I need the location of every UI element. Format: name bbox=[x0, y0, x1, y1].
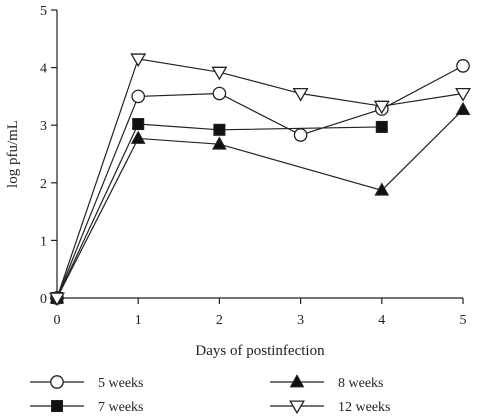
data-point bbox=[455, 87, 471, 102]
data-point bbox=[293, 128, 308, 142]
data-point bbox=[375, 120, 388, 133]
legend-marker bbox=[289, 400, 305, 415]
data-point bbox=[292, 87, 309, 102]
data-point bbox=[132, 118, 145, 131]
y-tick-label: 5 bbox=[40, 4, 47, 19]
x-axis-title: Days of postinfection bbox=[195, 343, 325, 359]
axes bbox=[56, 10, 463, 299]
series-5-weeks bbox=[50, 59, 470, 305]
y-tick-label: 0 bbox=[40, 292, 47, 307]
legend-item: 8 weeks bbox=[270, 374, 384, 391]
legend: 5 weeks 7 weeks 8 weeks 12 weeks bbox=[30, 374, 391, 415]
x-tick-label: 1 bbox=[135, 313, 142, 328]
series-line bbox=[56, 123, 382, 299]
legend-item: 7 weeks bbox=[30, 399, 144, 415]
x-tick-label: 5 bbox=[460, 313, 467, 328]
x-tick-label: 0 bbox=[54, 313, 61, 328]
data-point bbox=[212, 86, 227, 101]
series-group bbox=[49, 53, 471, 307]
legend-label: 8 weeks bbox=[338, 376, 384, 391]
legend-marker bbox=[289, 374, 305, 388]
y-tick-label: 2 bbox=[40, 177, 47, 192]
data-point bbox=[456, 59, 470, 73]
series-line bbox=[56, 65, 464, 299]
series-line bbox=[56, 109, 464, 299]
data-point bbox=[374, 182, 390, 196]
ticks: 0 1 2 3 4 5 0 1 2 3 4 5 bbox=[40, 4, 467, 328]
y-tick-label: 4 bbox=[40, 62, 47, 77]
legend-marker bbox=[50, 399, 64, 413]
data-point bbox=[130, 130, 146, 144]
legend-marker bbox=[50, 375, 64, 389]
legend-label: 12 weeks bbox=[338, 400, 391, 415]
y-tick-label: 1 bbox=[40, 234, 47, 249]
data-point bbox=[373, 100, 390, 115]
y-axis-title: log pfu/mL bbox=[5, 120, 21, 188]
x-tick-label: 3 bbox=[297, 313, 304, 328]
data-point bbox=[131, 89, 146, 104]
data-point bbox=[213, 123, 226, 136]
legend-label: 5 weeks bbox=[98, 376, 144, 391]
data-point bbox=[211, 66, 228, 81]
series-line bbox=[56, 58, 464, 299]
legend-item: 5 weeks bbox=[30, 375, 144, 391]
legend-label: 7 weeks bbox=[98, 400, 144, 415]
data-point bbox=[455, 101, 471, 116]
data-point bbox=[130, 53, 147, 68]
data-point bbox=[49, 292, 65, 307]
x-tick-label: 4 bbox=[378, 313, 385, 328]
legend-item: 12 weeks bbox=[270, 400, 391, 415]
x-tick-label: 2 bbox=[216, 313, 223, 328]
y-tick-label: 3 bbox=[40, 119, 47, 134]
data-point bbox=[212, 136, 227, 150]
series-12-weeks bbox=[49, 53, 471, 307]
